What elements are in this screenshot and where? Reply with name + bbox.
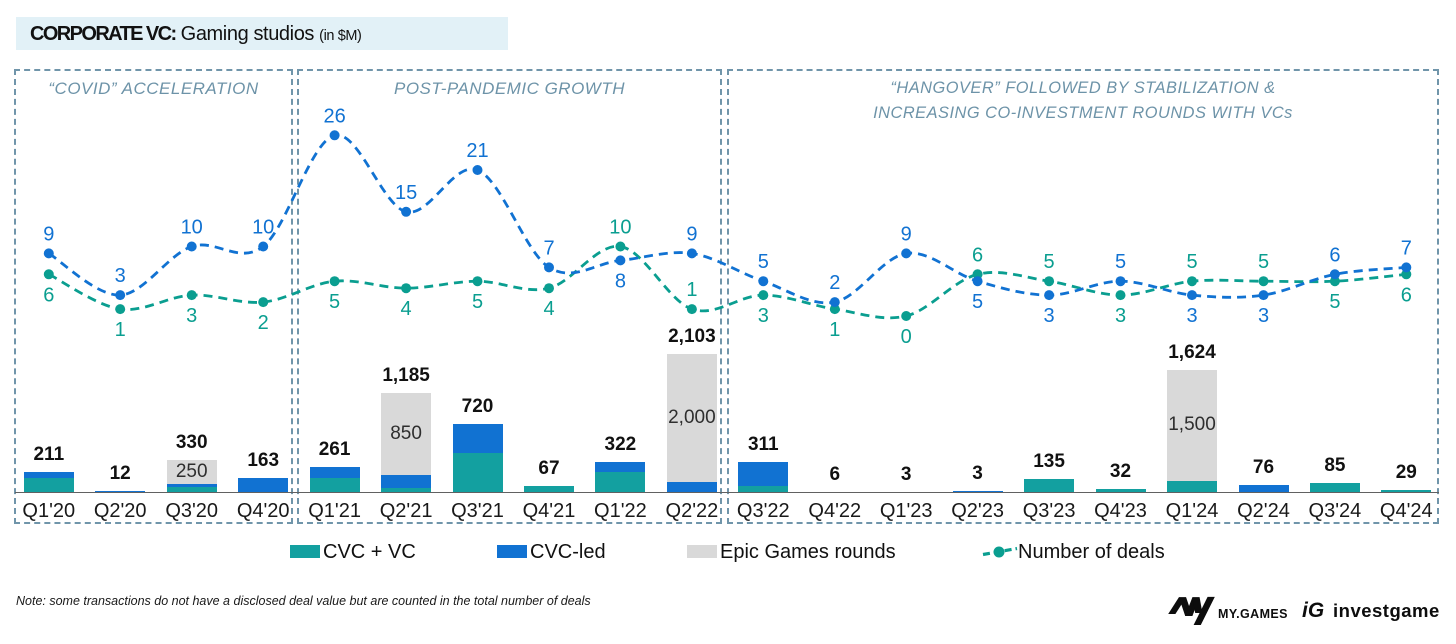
svg-text:6: 6 bbox=[972, 244, 983, 266]
svg-text:1: 1 bbox=[829, 319, 840, 341]
svg-text:5: 5 bbox=[1115, 251, 1126, 273]
svg-text:9: 9 bbox=[43, 223, 54, 245]
svg-text:2: 2 bbox=[258, 312, 269, 334]
svg-text:21: 21 bbox=[466, 140, 488, 162]
svg-text:4: 4 bbox=[401, 298, 412, 320]
svg-text:3: 3 bbox=[1186, 305, 1197, 327]
svg-text:6: 6 bbox=[1329, 244, 1340, 266]
svg-text:3: 3 bbox=[1044, 305, 1055, 327]
svg-text:10: 10 bbox=[252, 217, 274, 239]
svg-text:5: 5 bbox=[1258, 251, 1269, 273]
svg-text:6: 6 bbox=[1401, 284, 1412, 306]
svg-text:5: 5 bbox=[758, 251, 769, 273]
svg-text:8: 8 bbox=[615, 270, 626, 292]
svg-text:3: 3 bbox=[758, 305, 769, 327]
svg-text:2: 2 bbox=[829, 272, 840, 294]
svg-text:4: 4 bbox=[543, 298, 554, 320]
svg-text:3: 3 bbox=[186, 305, 197, 327]
svg-text:5: 5 bbox=[972, 291, 983, 313]
svg-text:1: 1 bbox=[115, 319, 126, 341]
svg-text:5: 5 bbox=[1044, 251, 1055, 273]
svg-text:3: 3 bbox=[1258, 305, 1269, 327]
svg-text:0: 0 bbox=[901, 326, 912, 348]
svg-text:9: 9 bbox=[901, 223, 912, 245]
svg-text:7: 7 bbox=[1401, 237, 1412, 259]
svg-text:3: 3 bbox=[1115, 305, 1126, 327]
svg-text:1: 1 bbox=[686, 279, 697, 301]
svg-text:10: 10 bbox=[181, 217, 203, 239]
svg-text:5: 5 bbox=[329, 291, 340, 313]
svg-text:5: 5 bbox=[472, 291, 483, 313]
svg-text:7: 7 bbox=[543, 237, 554, 259]
svg-text:9: 9 bbox=[686, 223, 697, 245]
svg-text:6: 6 bbox=[43, 284, 54, 306]
svg-text:15: 15 bbox=[395, 182, 417, 204]
svg-text:10: 10 bbox=[609, 217, 631, 239]
svg-text:5: 5 bbox=[1329, 291, 1340, 313]
svg-text:26: 26 bbox=[323, 105, 345, 127]
svg-text:5: 5 bbox=[1186, 251, 1197, 273]
svg-text:3: 3 bbox=[115, 265, 126, 287]
